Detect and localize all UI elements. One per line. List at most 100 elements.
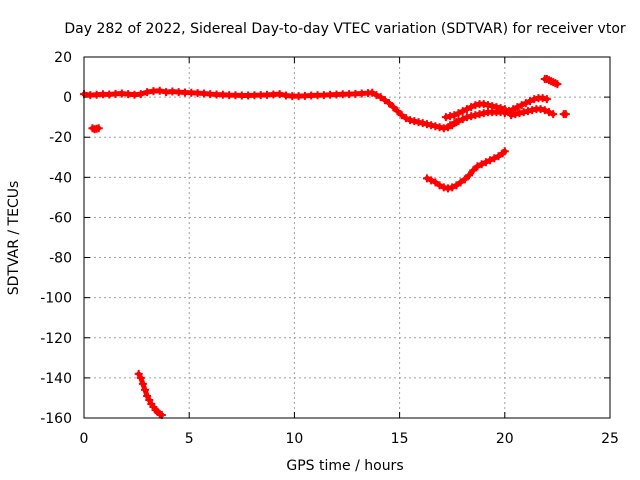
- data-point: [500, 147, 509, 156]
- data-point: [479, 109, 488, 118]
- y-tick-label: -20: [49, 130, 72, 146]
- x-tick-labels: 0 5 10 15 20 25: [80, 431, 619, 447]
- data-point: [481, 158, 490, 167]
- data-point: [462, 113, 471, 122]
- data-point: [397, 111, 406, 120]
- data-point: [138, 379, 147, 388]
- data-point: [406, 116, 415, 125]
- data-point: [372, 91, 381, 100]
- series-main: [80, 86, 461, 133]
- data-point: [450, 111, 459, 120]
- data-point: [422, 120, 431, 129]
- data-point: [446, 112, 455, 121]
- data-point: [443, 184, 452, 193]
- data-point: [462, 105, 471, 114]
- data-point: [509, 105, 518, 114]
- data-point: [441, 113, 450, 122]
- data-point: [549, 110, 558, 119]
- series-late-5: [507, 105, 558, 120]
- plot-frame: [83, 56, 611, 419]
- data-point: [469, 166, 478, 175]
- data-point: [376, 93, 385, 102]
- data-point: [401, 114, 410, 123]
- data-point: [427, 176, 436, 185]
- data-point: [471, 101, 480, 110]
- data-point: [431, 122, 440, 131]
- series-late-6: [540, 75, 562, 89]
- x-tick-label: 20: [496, 431, 514, 447]
- series-early-dip: [88, 124, 103, 134]
- data-point: [454, 109, 463, 118]
- data-point: [141, 385, 150, 394]
- data-point: [479, 100, 488, 109]
- data-point: [505, 107, 514, 116]
- chart-title: Day 282 of 2022, Sidereal Day-to-day VTE…: [64, 21, 626, 37]
- data-point: [526, 97, 535, 106]
- data-point: [458, 107, 467, 116]
- data-point: [136, 373, 145, 382]
- y-tick-label: -40: [49, 170, 72, 186]
- data-point: [435, 181, 444, 190]
- data-point: [385, 99, 394, 108]
- x-tick-label: 0: [80, 431, 89, 447]
- data-point: [483, 101, 492, 110]
- series-late-3: [422, 147, 509, 193]
- data-point: [275, 90, 284, 99]
- data-point: [467, 112, 476, 121]
- data-point: [454, 117, 463, 126]
- data-point: [528, 106, 537, 115]
- data-point: [145, 395, 154, 404]
- y-tick-label: 0: [63, 90, 72, 106]
- data-point: [143, 88, 152, 97]
- x-tick-label: 25: [601, 431, 619, 447]
- data-point: [422, 174, 431, 183]
- y-axis-label: SDTVAR / TECUs: [6, 181, 22, 296]
- data-point: [134, 369, 143, 378]
- data-point: [538, 94, 547, 103]
- data-point: [380, 96, 389, 105]
- data-point: [465, 171, 474, 180]
- data-point: [477, 160, 486, 169]
- data-point: [500, 109, 509, 118]
- data-point: [94, 124, 103, 133]
- grid: [84, 57, 610, 418]
- data-point: [542, 95, 551, 104]
- series-low-arc: [134, 369, 166, 419]
- data-point: [561, 110, 570, 119]
- data-point: [452, 181, 461, 190]
- data-point: [460, 175, 469, 184]
- data-point: [530, 95, 539, 104]
- data-point: [446, 121, 455, 130]
- x-tick-label: 10: [285, 431, 303, 447]
- data-point: [515, 109, 524, 118]
- data-point: [368, 88, 377, 97]
- data-point: [475, 110, 484, 119]
- data-point: [431, 178, 440, 187]
- x-tick-label: 15: [391, 431, 409, 447]
- x-axis-label: GPS time / hours: [286, 458, 403, 474]
- data-point: [136, 90, 145, 99]
- data-point: [507, 111, 516, 120]
- y-tick-label: -80: [49, 251, 72, 267]
- data-point: [456, 178, 465, 187]
- data-point: [448, 183, 457, 192]
- data-point: [511, 110, 520, 119]
- y-tick-label: -120: [40, 331, 72, 347]
- data-point: [536, 105, 545, 114]
- data-point: [523, 107, 532, 116]
- data-point: [467, 103, 476, 112]
- y-tick-label: -100: [40, 291, 72, 307]
- y-tick-label: -160: [40, 411, 72, 427]
- data-point: [544, 108, 553, 117]
- data-point: [471, 111, 480, 120]
- data-point: [427, 121, 436, 130]
- data-point: [414, 118, 423, 127]
- data-point: [540, 106, 549, 115]
- y-tick-label: -140: [40, 371, 72, 387]
- y-tick-label: -60: [49, 210, 72, 226]
- data-point: [418, 119, 427, 128]
- data-point: [439, 124, 448, 133]
- series-late-7: [559, 110, 570, 119]
